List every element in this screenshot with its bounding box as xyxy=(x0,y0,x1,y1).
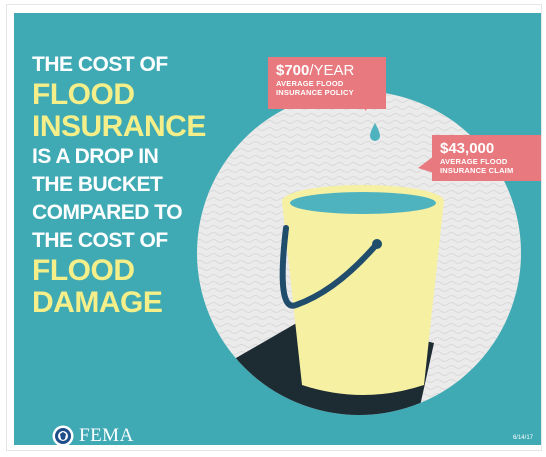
headline: THE COST OF FLOOD INSURANCE IS A DROP IN… xyxy=(32,51,242,319)
fema-wordmark: FEMA xyxy=(79,425,134,445)
headline-line: COMPARED TO xyxy=(32,201,183,224)
headline-highlight: DAMAGE xyxy=(32,286,163,319)
headline-highlight: INSURANCE xyxy=(32,110,206,143)
callout-claim: $43,000 AVERAGE FLOOD INSURANCE CLAIM xyxy=(432,135,541,181)
callout-policy: $700/YEAR AVERAGE FLOOD INSURANCE POLICY xyxy=(268,57,386,109)
headline-line: THE COST OF xyxy=(32,229,168,252)
headline-line: IS A DROP IN xyxy=(32,145,159,168)
callout-policy-amount: $700/YEAR xyxy=(276,62,355,79)
callout-claim-label: INSURANCE CLAIM xyxy=(440,166,514,175)
bucket-handle xyxy=(279,225,379,309)
headline-highlight: FLOOD xyxy=(32,254,135,287)
water-drop xyxy=(370,123,380,141)
headline-line: THE COST OF xyxy=(32,53,168,76)
dhs-seal-icon xyxy=(52,425,74,445)
callout-claim-pointer xyxy=(418,156,434,173)
callout-claim-label: AVERAGE FLOOD xyxy=(440,157,508,166)
bucket-water xyxy=(290,192,436,214)
headline-highlight: FLOOD xyxy=(32,78,135,111)
date-stamp: 6/14/17 xyxy=(512,435,533,441)
callout-claim-amount: $43,000 xyxy=(440,140,495,157)
headline-line: THE BUCKET xyxy=(32,173,163,196)
bucket-body xyxy=(282,201,444,395)
callout-policy-label: AVERAGE FLOOD xyxy=(276,79,344,88)
callout-policy-label: INSURANCE POLICY xyxy=(276,88,354,97)
infographic-panel: THE COST OF FLOOD INSURANCE IS A DROP IN… xyxy=(14,13,541,445)
fema-logo: FEMA xyxy=(52,425,134,445)
